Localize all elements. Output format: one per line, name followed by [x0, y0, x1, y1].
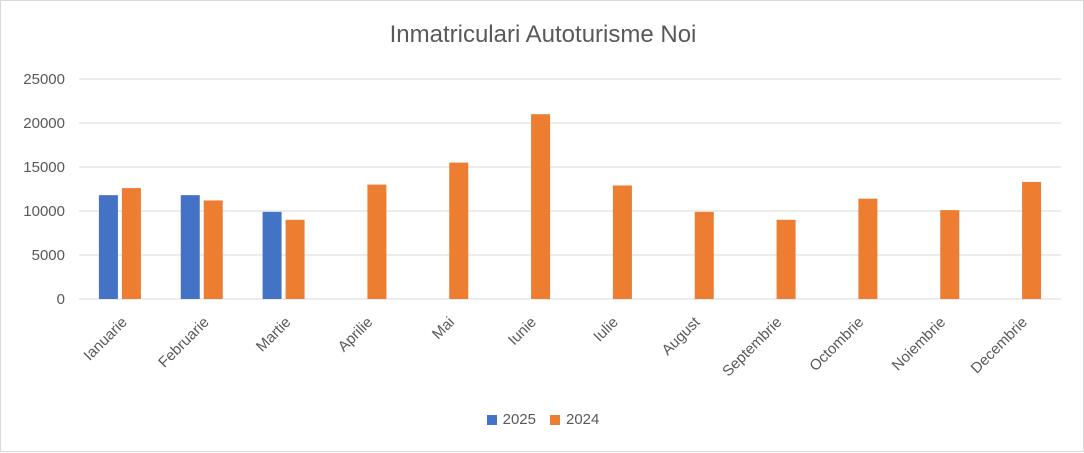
y-tick-label-0: 0	[57, 291, 65, 308]
bar-2024-august	[694, 211, 714, 299]
bar-2024-februarie	[203, 200, 223, 299]
x-tick-label-iulie: Iulie	[590, 314, 621, 345]
y-tick-label-10000: 10000	[23, 203, 65, 220]
bar-2024-septembrie	[776, 219, 796, 299]
x-tick-label-mai: Mai	[429, 314, 458, 343]
legend-item-2024: 2024	[550, 411, 599, 428]
x-tick-label-ianuarie: Ianuarie	[80, 314, 130, 364]
legend-label-2024: 2024	[566, 411, 600, 428]
bar-2024-noiembrie	[940, 210, 960, 299]
y-tick-label-15000: 15000	[23, 159, 65, 176]
x-tick-label-aprilie: Aprilie	[335, 314, 376, 355]
legend-swatch-2025	[486, 414, 497, 425]
legend-item-2025: 2025	[486, 411, 536, 428]
bar-2025-martie	[262, 211, 282, 299]
x-tick-label-martie: Martie	[253, 314, 294, 355]
x-tick-label-iunie: Iunie	[505, 314, 540, 349]
chart-title: Inmatriculari Autoturisme Noi	[389, 21, 697, 48]
bar-2024-decembrie	[1022, 181, 1042, 299]
legend-swatch-2024	[550, 414, 560, 425]
x-tick-label-februarie: Februarie	[155, 314, 212, 371]
bar-2025-februarie	[180, 195, 200, 299]
x-tick-label-august: August	[659, 313, 705, 359]
y-tick-label-25000: 25000	[23, 71, 65, 88]
legend-label-2025: 2025	[502, 411, 536, 428]
y-tick-label-5000: 5000	[32, 247, 65, 264]
bar-2024-iunie	[531, 114, 551, 299]
bar-2024-mai	[449, 162, 469, 299]
x-tick-label-decembrie: Decembrie	[968, 314, 1031, 377]
x-tick-label-octombrie: Octombrie	[806, 314, 867, 375]
bar-2024-aprilie	[367, 184, 387, 299]
bar-2024-iulie	[612, 185, 632, 299]
bar-2024-ianuarie	[121, 188, 141, 299]
bar-2024-martie	[285, 219, 305, 299]
legend: 2025 2024	[1, 411, 1084, 428]
x-tick-label-septembrie: Septembrie	[719, 314, 785, 380]
y-tick-label-20000: 20000	[23, 115, 65, 132]
bar-2024-octombrie	[858, 198, 878, 299]
x-tick-label-noiembrie: Noiembrie	[889, 314, 949, 374]
bar-2025-ianuarie	[98, 195, 118, 299]
